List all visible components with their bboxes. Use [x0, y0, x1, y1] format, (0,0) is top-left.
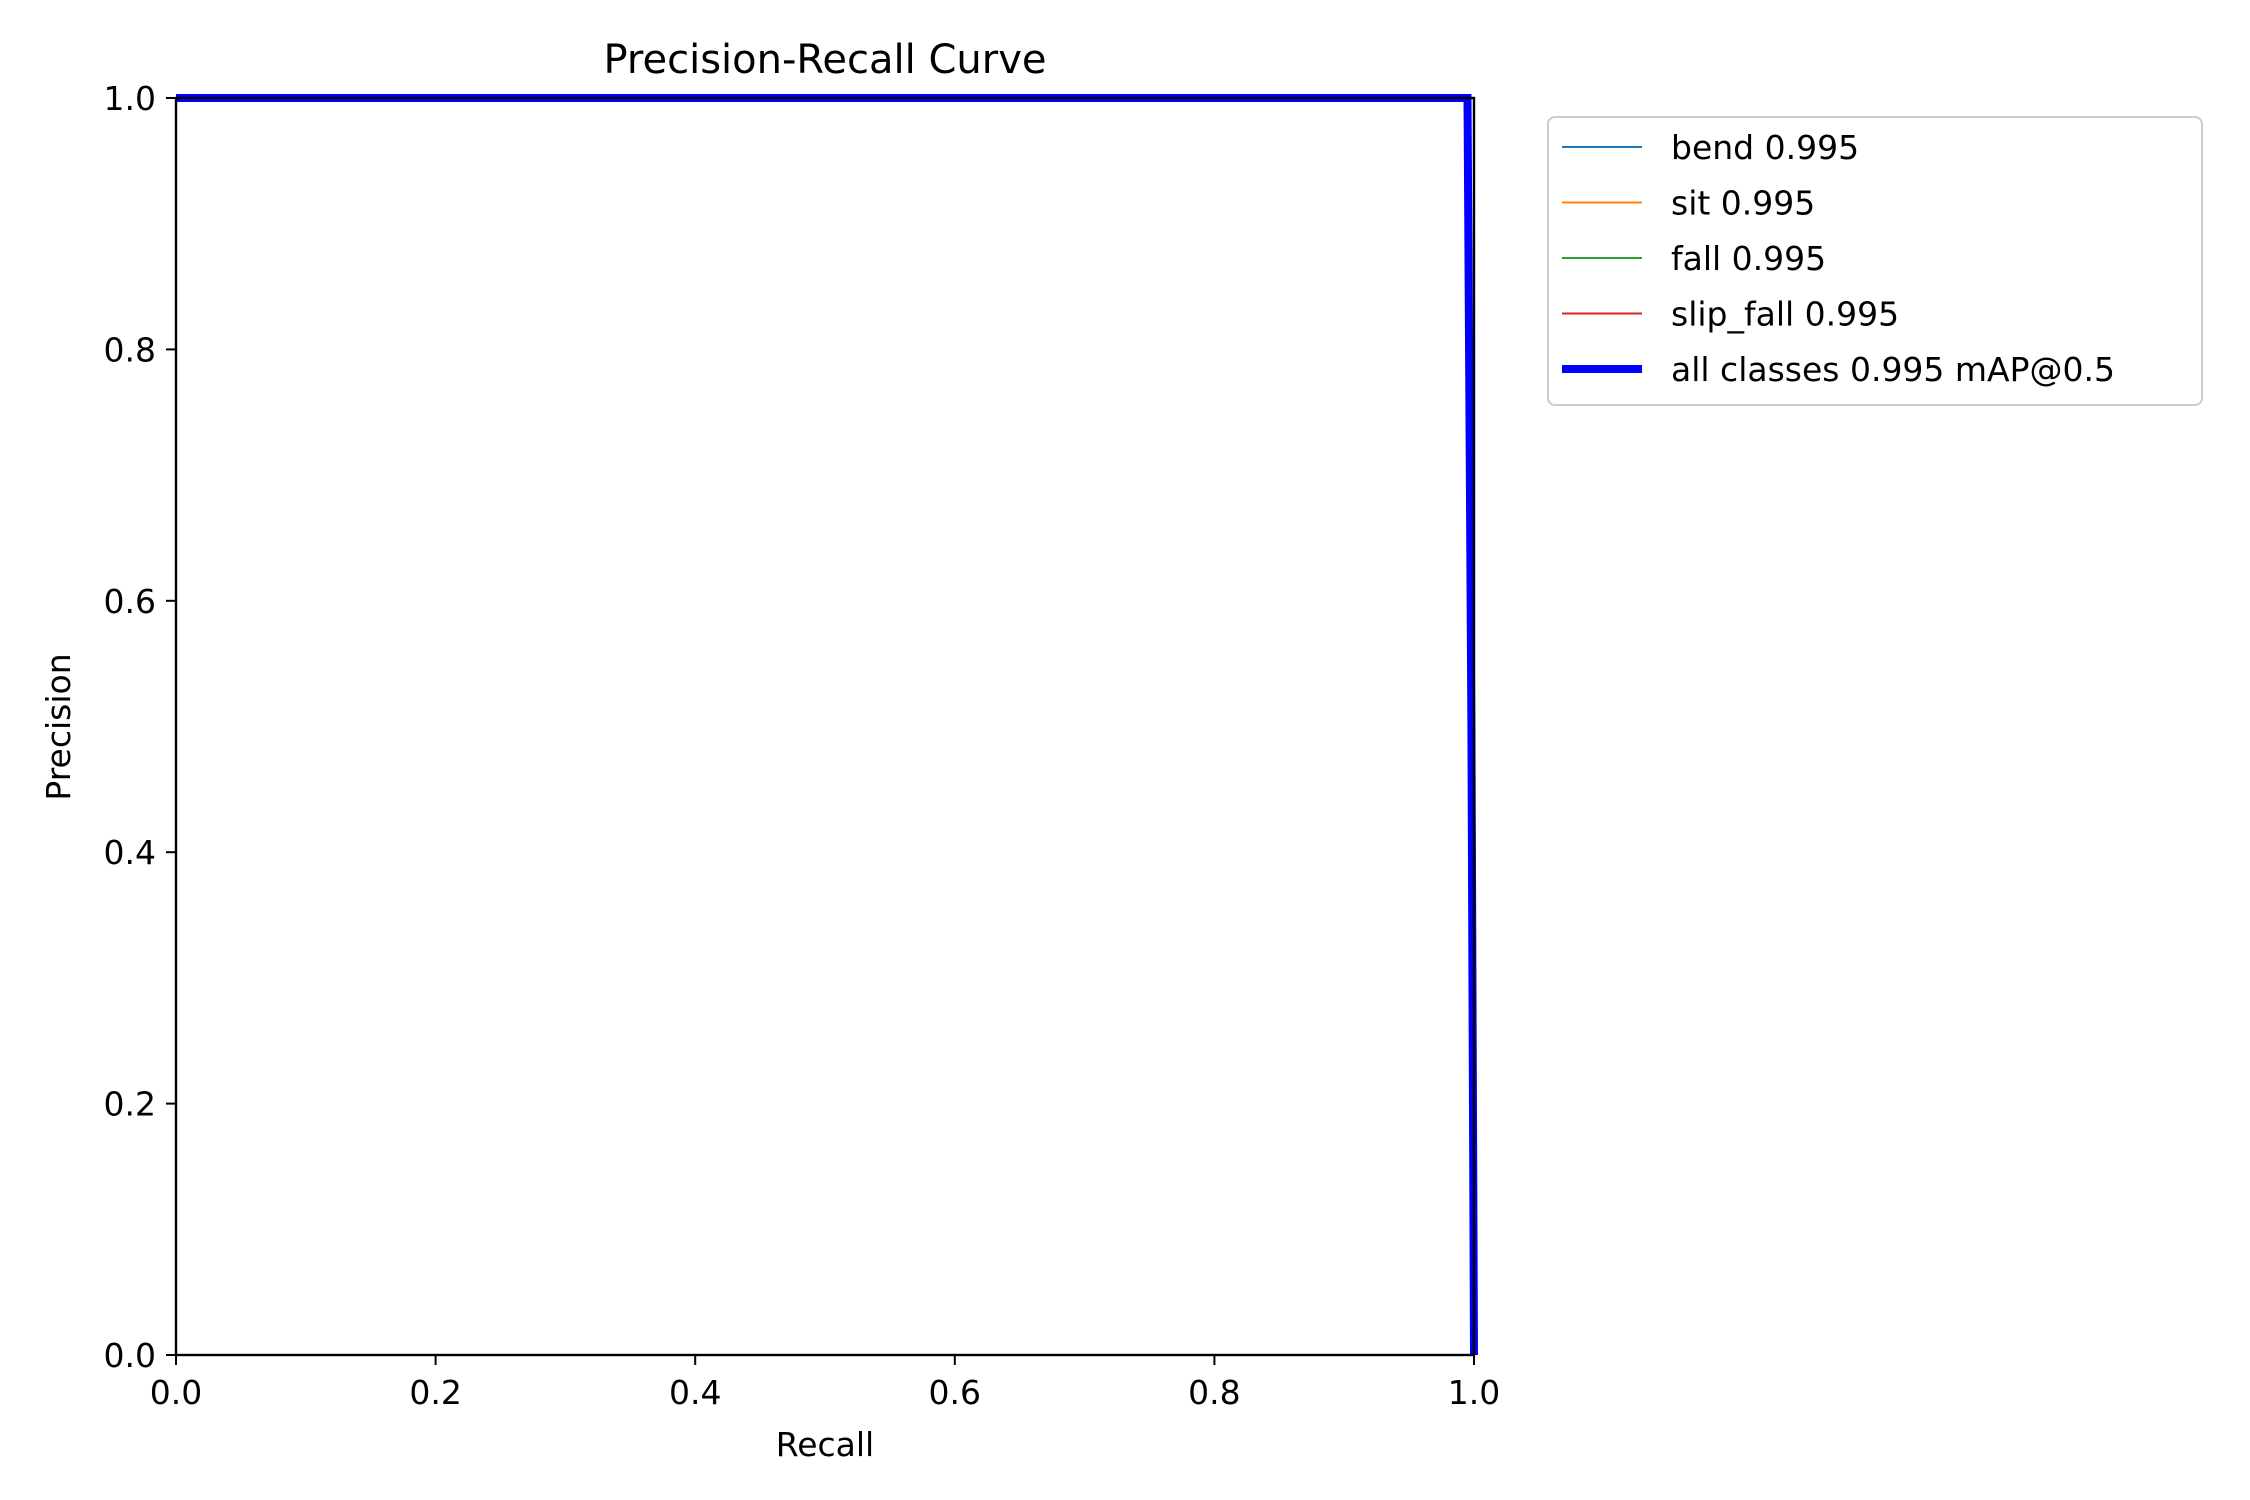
- series-line-2: [176, 97, 1475, 1355]
- x-tick-label: 0.8: [1188, 1373, 1240, 1412]
- legend-label: slip_fall 0.995: [1671, 295, 1899, 334]
- x-tick-label: 0.4: [669, 1373, 721, 1412]
- y-tick-label: 0.0: [104, 1336, 156, 1375]
- series-line-4: [176, 94, 1478, 1356]
- x-axis-ticks: 0.0 0.2 0.4 0.6 0.8 1.0: [150, 1355, 1500, 1412]
- x-axis-label: Recall: [776, 1425, 874, 1464]
- series-line-1: [176, 97, 1475, 1355]
- legend-entries: bend 0.995 sit 0.995 fall 0.995 slip_fall 0…: [1562, 128, 2115, 389]
- chart-title: Precision-Recall Curve: [604, 37, 1047, 83]
- legend-label: sit 0.995: [1671, 184, 1815, 223]
- series-line-0: [176, 97, 1475, 1355]
- y-tick-label: 0.6: [104, 582, 156, 621]
- plot-frame: [174, 96, 1476, 1357]
- legend-box: [1547, 116, 2203, 406]
- legend: bend 0.995 sit 0.995 fall 0.995 slip_fall 0…: [1547, 116, 2203, 406]
- x-tick-label: 0.0: [150, 1373, 202, 1412]
- y-tick-label: 0.4: [104, 833, 156, 872]
- y-tick-label: 1.0: [104, 79, 156, 118]
- x-tick-label: 0.2: [409, 1373, 461, 1412]
- y-axis-label: Precision: [39, 653, 78, 800]
- x-tick-label: 0.6: [929, 1373, 981, 1412]
- y-tick-label: 0.2: [104, 1085, 156, 1124]
- y-tick-label: 0.8: [104, 330, 156, 369]
- legend-label: bend 0.995: [1671, 128, 1859, 167]
- plot-series-group: [176, 94, 1478, 1356]
- y-axis-ticks: 0.0 0.2 0.4 0.6 0.8 1.0: [104, 79, 176, 1375]
- legend-label: fall 0.995: [1671, 239, 1826, 278]
- legend-label: all classes 0.995 mAP@0.5: [1671, 350, 2115, 389]
- x-tick-label: 1.0: [1448, 1373, 1500, 1412]
- series-line-3: [176, 97, 1475, 1355]
